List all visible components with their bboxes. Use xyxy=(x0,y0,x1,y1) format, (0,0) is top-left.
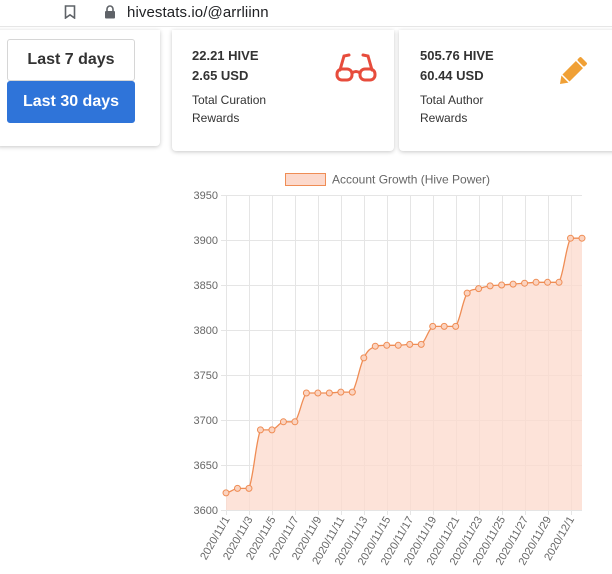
data-point[interactable] xyxy=(440,322,448,330)
data-point[interactable] xyxy=(555,278,563,286)
curation-rewards-card: 22.21 HIVE 2.65 USD Total Curation Rewar… xyxy=(172,30,394,151)
data-point[interactable] xyxy=(394,341,402,349)
y-tick-label: 3900 xyxy=(194,235,218,247)
range-selector-card: Last 7 days Last 30 days xyxy=(0,30,160,146)
data-point[interactable] xyxy=(245,484,253,492)
data-point[interactable] xyxy=(325,389,333,397)
data-point[interactable] xyxy=(268,426,276,434)
author-rewards-card: 505.76 HIVE 60.44 USD Total Author Rewar… xyxy=(399,30,612,151)
pencil-icon xyxy=(559,57,587,85)
chart-legend: Account Growth (Hive Power) xyxy=(285,173,490,187)
data-point[interactable] xyxy=(371,342,379,350)
data-point[interactable] xyxy=(509,280,517,288)
data-point[interactable] xyxy=(360,354,368,362)
data-point[interactable] xyxy=(348,388,356,396)
data-point[interactable] xyxy=(302,389,310,397)
data-point[interactable] xyxy=(429,322,437,330)
data-point[interactable] xyxy=(532,278,540,286)
chart-area-layer xyxy=(225,237,582,510)
curation-hive-value: 22.21 HIVE xyxy=(192,48,259,63)
data-point[interactable] xyxy=(314,389,322,397)
chart-points-layer xyxy=(222,234,586,497)
url-text[interactable]: hivestats.io/@arrliinn xyxy=(127,4,269,21)
data-point[interactable] xyxy=(521,279,529,287)
data-point[interactable] xyxy=(452,322,460,330)
legend-swatch xyxy=(285,173,326,186)
data-point[interactable] xyxy=(406,340,414,348)
curation-label: Total Curation Rewards xyxy=(192,93,267,125)
data-point[interactable] xyxy=(475,285,483,293)
data-point[interactable] xyxy=(222,489,230,497)
series-area xyxy=(226,238,582,510)
data-point[interactable] xyxy=(567,234,575,242)
y-tick-label: 3650 xyxy=(194,460,218,472)
glasses-icon xyxy=(335,53,377,82)
data-point[interactable] xyxy=(498,281,506,289)
author-label: Total Author Rewards xyxy=(420,93,484,125)
curation-usd-value: 2.65 USD xyxy=(192,68,249,83)
lock-icon[interactable] xyxy=(104,5,116,19)
data-point[interactable] xyxy=(486,282,494,290)
bookmark-icon[interactable] xyxy=(64,5,76,19)
data-point[interactable] xyxy=(417,340,425,348)
author-hive-value: 505.76 HIVE xyxy=(420,48,494,63)
data-point[interactable] xyxy=(383,341,391,349)
data-point[interactable] xyxy=(256,426,264,434)
address-bar[interactable]: hivestats.io/@arrliinn xyxy=(0,0,612,27)
data-point[interactable] xyxy=(578,234,586,242)
y-tick-label: 3750 xyxy=(194,370,218,382)
y-tick-label: 3800 xyxy=(194,325,218,337)
x-axis-labels: 2020/11/12020/11/32020/11/52020/11/72020… xyxy=(198,515,577,568)
y-tick-label: 3850 xyxy=(194,280,218,292)
y-tick-label: 3950 xyxy=(194,190,218,202)
data-point[interactable] xyxy=(291,418,299,426)
data-point[interactable] xyxy=(233,484,241,492)
data-point[interactable] xyxy=(463,289,471,297)
data-point[interactable] xyxy=(544,278,552,286)
account-growth-chart: Account Growth (Hive Power) 3600 3650 3700… xyxy=(194,173,586,568)
y-tick-label: 3700 xyxy=(194,415,218,427)
last-30-days-button[interactable]: Last 30 days xyxy=(7,81,135,123)
legend-label: Account Growth (Hive Power) xyxy=(332,173,490,187)
y-tick-label: 3600 xyxy=(194,505,218,517)
last-7-days-button[interactable]: Last 7 days xyxy=(7,39,135,81)
author-usd-value: 60.44 USD xyxy=(420,68,484,83)
data-point[interactable] xyxy=(337,388,345,396)
data-point[interactable] xyxy=(279,418,287,426)
y-axis-labels: 3600 3650 3700 3750 3800 3850 3900 3950 xyxy=(194,190,218,517)
